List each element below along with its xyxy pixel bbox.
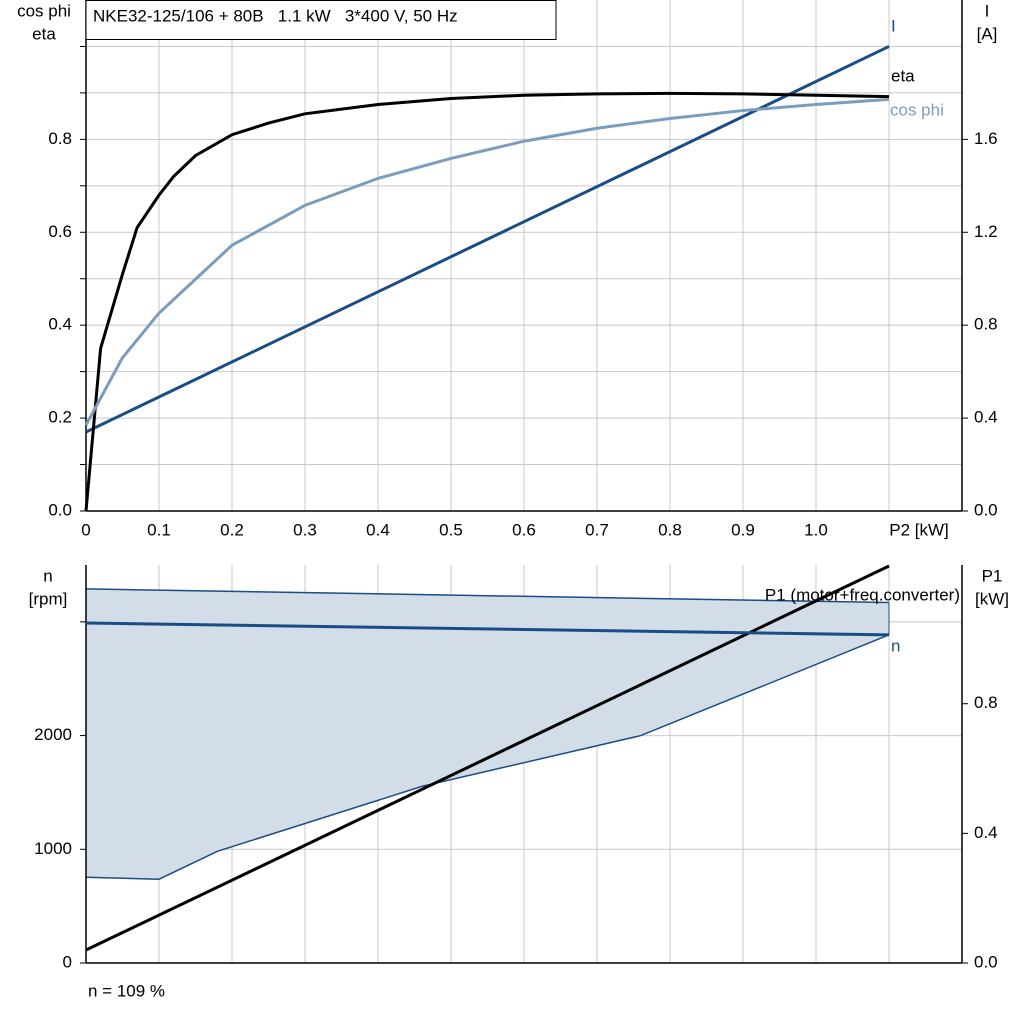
- y2-tick-label: 0.0: [974, 952, 998, 971]
- series-label: cos phi: [890, 100, 944, 119]
- y2-tick-label: 0.4: [974, 823, 998, 842]
- y-axis-label: n: [43, 566, 52, 585]
- series-line: [85, 621, 890, 637]
- x-tick-label: 0.3: [293, 520, 317, 539]
- y-tick-label: 0.0: [48, 500, 72, 519]
- title-box: [85, 0, 557, 40]
- y-tick-label: 0.6: [48, 222, 72, 241]
- x-tick-label: 0.9: [731, 520, 755, 539]
- y2-tick-label: 0.8: [974, 315, 998, 334]
- x-tick-label: 0: [81, 520, 90, 539]
- y2-tick-label: 1.2: [974, 222, 998, 241]
- series-line: [84, 97, 890, 426]
- y-axis-label: eta: [32, 24, 56, 43]
- y2-tick-label: 0.4: [974, 408, 998, 427]
- series-label: P1 (motor+freq.converter): [765, 585, 960, 604]
- y-tick-label: 0.8: [48, 129, 72, 148]
- y-tick-label: 0.4: [48, 315, 72, 334]
- y2-axis-label: [A]: [977, 24, 998, 43]
- band-edge: [85, 634, 890, 880]
- series-label: n: [891, 636, 900, 655]
- y-axis-label: [rpm]: [29, 589, 68, 608]
- chart-title: NKE32-125/106 + 80B 1.1 kW 3*400 V, 50 H…: [93, 6, 458, 25]
- x-tick-label: 0.2: [220, 520, 244, 539]
- x-tick-label: 0.7: [585, 520, 609, 539]
- x-tick-label: 0.1: [147, 520, 171, 539]
- series-label: I: [891, 16, 896, 35]
- footnote: n = 109 %: [88, 981, 165, 1000]
- band-edge: [85, 588, 890, 604]
- x-tick-label: 1.0: [804, 520, 828, 539]
- y2-tick-label: 0.8: [974, 693, 998, 712]
- x-tick-label: 0.5: [439, 520, 463, 539]
- series-label: eta: [891, 66, 915, 85]
- y-tick-label: 2000: [34, 725, 72, 744]
- y2-axis-label: I: [985, 1, 990, 20]
- y-tick-label: 0: [63, 952, 72, 971]
- y2-axis-label: P1: [982, 566, 1003, 585]
- x-tick-label: 0.6: [512, 520, 536, 539]
- y2-tick-label: 1.6: [974, 129, 998, 148]
- y2-axis-label: [kW]: [975, 589, 1009, 608]
- y-tick-label: 1000: [34, 839, 72, 858]
- x-tick-label: 0.8: [658, 520, 682, 539]
- y-tick-label: 0.2: [48, 408, 72, 427]
- series-line: [84, 91, 890, 512]
- x-tick-label: 0.4: [366, 520, 390, 539]
- y2-tick-label: 0.0: [974, 500, 998, 519]
- x-tick-label: P2 [kW]: [889, 520, 949, 539]
- series-line: [85, 564, 890, 952]
- y-axis-label: cos phi: [17, 1, 71, 20]
